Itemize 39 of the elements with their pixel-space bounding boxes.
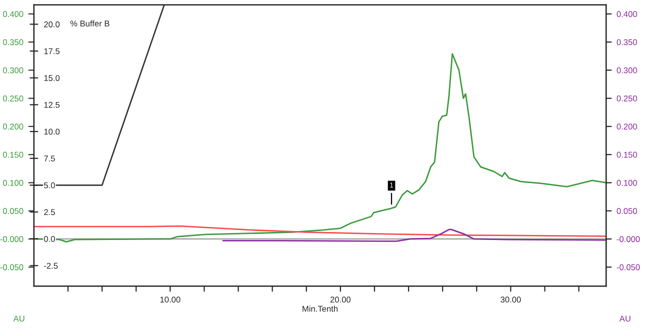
y-tick-label: -0.050 [0, 264, 24, 270]
y3-tick-label: -2.5 [44, 262, 58, 269]
y-tick-label: -0.000 [0, 236, 24, 242]
y-tick-label: 0.150 [3, 152, 24, 158]
y-tick-label: 0.400 [3, 11, 24, 18]
x-tick-label: 20.00 [330, 296, 351, 303]
y3-axis-title: % Buffer B [70, 20, 110, 26]
y3-tick-label: 2.5 [44, 209, 55, 216]
y-axis-title: AU [13, 316, 24, 322]
x-axis-title: Min.Tenth [302, 306, 338, 312]
y-tick-label: 0.050 [3, 208, 24, 214]
y2-tick-label: 0.300 [616, 67, 638, 74]
line-series [222, 228, 606, 242]
x-tick-label: 10.00 [160, 296, 180, 303]
y-tick-label: 0.350 [3, 39, 24, 46]
y2-tick-label: 0.400 [616, 11, 638, 18]
y2-tick-label: 0.250 [616, 96, 638, 102]
y2-tick-label: 0.050 [616, 208, 638, 214]
y-tick-label: 0.300 [3, 67, 24, 74]
y-tick-label: 0.200 [3, 124, 24, 130]
y3-tick-label: 15.0 [44, 75, 60, 81]
y3-tick-label: 20.0 [44, 21, 60, 28]
y2-tick-label: 0.200 [616, 124, 638, 130]
line-series [34, 225, 606, 237]
y3-tick-label: 5.0 [44, 182, 55, 188]
y-tick-label: 0.250 [3, 96, 24, 102]
y2-axis-title: AU [619, 316, 630, 322]
y-tick-label: 0.100 [3, 180, 24, 186]
x-tick-label: 30.00 [500, 296, 521, 303]
y3-tick-label: 12.5 [44, 102, 60, 108]
y3-tick-label: 17.5 [44, 48, 60, 54]
y3-tick-label: 0.0 [44, 236, 55, 242]
y2-tick-label: 0.100 [616, 180, 638, 186]
y2-tick-label: 0.150 [616, 152, 638, 158]
y3-tick-label: 10.0 [44, 128, 60, 135]
y2-tick-label: -0.000 [616, 236, 640, 242]
y3-tick-label: 7.5 [44, 156, 55, 162]
y2-tick-label: 0.350 [616, 39, 638, 46]
y2-tick-label: -0.050 [616, 264, 640, 270]
